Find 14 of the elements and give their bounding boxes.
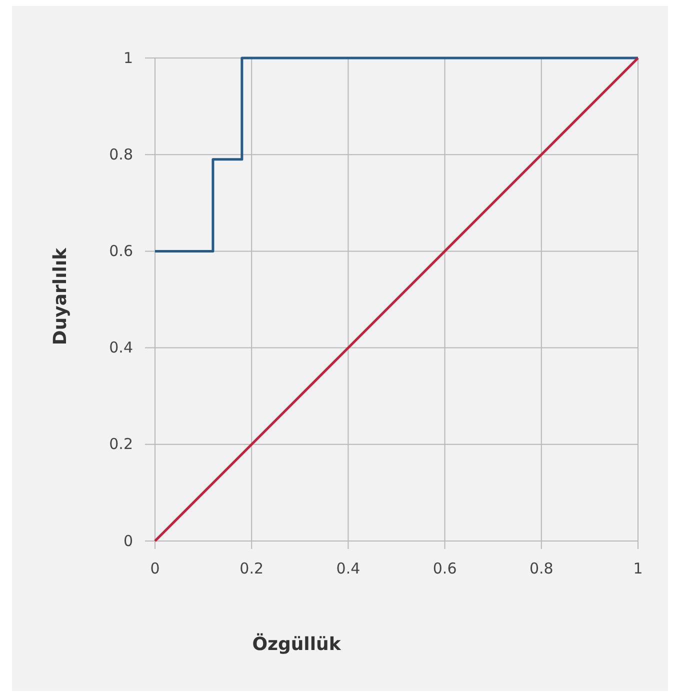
y-tick-label: 0.4 <box>109 338 133 357</box>
x-axis-title: Özgüllük <box>252 633 342 655</box>
y-tick-label: 0.6 <box>109 242 133 260</box>
y-tick-label: 1 <box>123 48 133 67</box>
y-tick-label: 0.8 <box>109 145 133 164</box>
x-tick-label: 1 <box>633 560 643 578</box>
y-axis-title: Duyarlılık <box>50 246 71 346</box>
x-tick-label: 0.2 <box>240 560 264 578</box>
x-tick-label: 0.6 <box>432 560 457 578</box>
x-tick-label: 0.4 <box>336 560 360 578</box>
x-tick-label: 0 <box>150 560 160 578</box>
y-tick-label: 0.2 <box>109 435 133 454</box>
x-tick-label: 0.8 <box>529 560 554 578</box>
y-tick-label: 0 <box>123 532 133 550</box>
